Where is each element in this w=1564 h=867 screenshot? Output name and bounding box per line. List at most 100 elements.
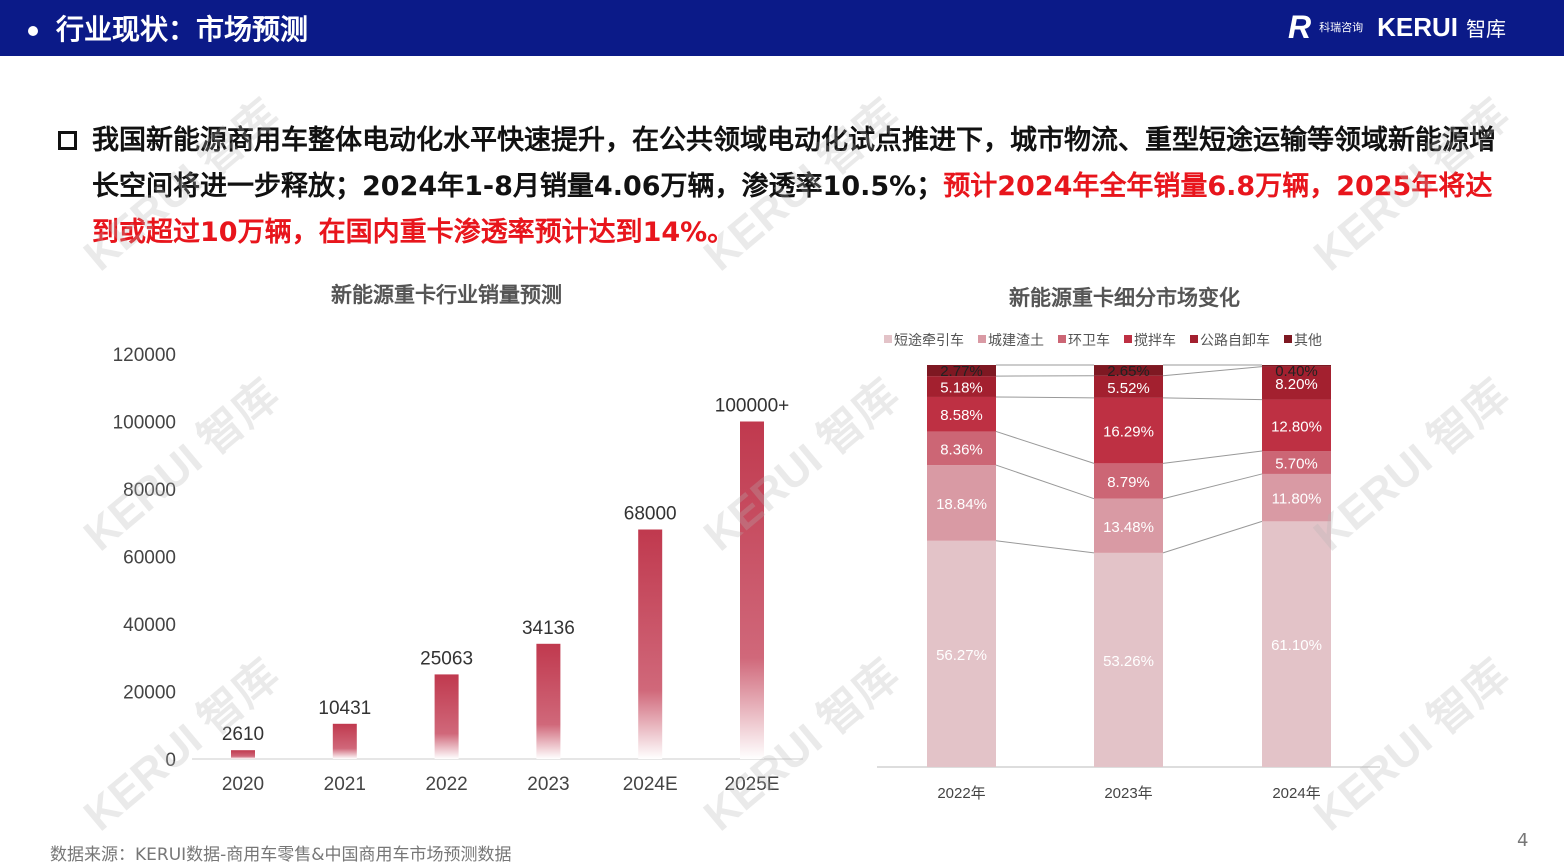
legend-搅拌车: 搅拌车 <box>1134 332 1176 348</box>
segment-搅拌车-2022年 <box>927 396 996 432</box>
x-tick-label: 2020 <box>222 774 264 795</box>
legend-swatch <box>978 335 986 343</box>
segment-label: 16.29% <box>1103 424 1154 441</box>
legend-swatch <box>884 335 892 343</box>
series-connector <box>1162 520 1263 554</box>
bar-2020 <box>231 750 255 759</box>
segment-label: 0.40% <box>1275 363 1318 380</box>
segment-短途牵引车-2022年 <box>927 540 996 767</box>
data-source: 数据来源：KERUI数据-商用车零售&中国商用车市场预测数据 <box>50 845 512 865</box>
segment-公路自卸车-2024年 <box>1262 366 1331 400</box>
series-connector <box>1162 397 1263 401</box>
segment-搅拌车-2024年 <box>1262 399 1331 452</box>
stacked-chart-title: 新能源重卡细分市场变化 <box>1009 286 1240 310</box>
segment-城建渣土-2022年 <box>927 465 996 541</box>
y-tick-label: 0 <box>165 750 176 771</box>
logo-zh: 智库 <box>1466 17 1507 41</box>
bar-2025E <box>740 421 764 759</box>
segment-label: 56.27% <box>936 647 987 664</box>
series-connector <box>995 464 1095 500</box>
kerui-logo: R 科瑞咨询 KERUI 智库 <box>1288 9 1506 46</box>
series-connector <box>1162 450 1263 464</box>
segment-label: 8.79% <box>1107 474 1150 491</box>
x-tick-label: 2023年 <box>1104 785 1152 802</box>
segment-公路自卸车-2022年 <box>927 376 996 397</box>
legend-swatch <box>1124 335 1132 343</box>
series-connector <box>995 430 1095 464</box>
segment-label: 8.36% <box>940 441 983 458</box>
segment-label: 2.65% <box>1107 363 1150 380</box>
segment-label: 5.70% <box>1275 455 1318 472</box>
logo-cn: 科瑞咨询 <box>1319 20 1364 34</box>
bar-data-label: 25063 <box>420 648 473 669</box>
segment-环卫车-2022年 <box>927 431 996 466</box>
legend-swatch <box>1284 335 1292 343</box>
series-connector <box>1162 366 1263 377</box>
checkbox-bullet-icon <box>58 131 77 150</box>
segment-label: 18.84% <box>936 496 987 513</box>
segment-环卫车-2024年 <box>1262 451 1331 474</box>
y-tick-label: 100000 <box>113 413 176 434</box>
segment-label: 11.80% <box>1272 491 1322 508</box>
y-tick-label: 40000 <box>123 615 176 636</box>
bar-chart-title: 新能源重卡行业销量预测 <box>331 283 562 307</box>
y-tick-label: 60000 <box>123 548 176 569</box>
segment-短途牵引车-2024年 <box>1262 521 1331 767</box>
slide-title-text: 行业现状：市场预测 <box>56 13 309 46</box>
bar-data-label: 10431 <box>318 698 371 719</box>
segment-label: 8.58% <box>940 407 983 424</box>
segment-label: 5.18% <box>940 380 983 397</box>
series-connector <box>1162 473 1263 500</box>
legend-短途牵引车: 短途牵引车 <box>894 332 964 348</box>
segment-label: 12.80% <box>1271 418 1322 435</box>
segment-label: 5.52% <box>1107 380 1150 397</box>
x-tick-label: 2024年 <box>1272 785 1320 802</box>
bar-2022 <box>434 674 459 759</box>
segment-城建渣土-2023年 <box>1094 498 1163 553</box>
bar-data-label: 2610 <box>222 724 264 745</box>
segment-其他-2023年 <box>1094 365 1163 376</box>
segment-环卫车-2023年 <box>1094 463 1163 499</box>
x-tick-label: 2023 <box>527 774 569 795</box>
legend-swatch <box>1190 335 1198 343</box>
y-tick-label: 20000 <box>123 683 176 704</box>
segment-短途牵引车-2023年 <box>1094 552 1163 767</box>
series-connector <box>995 396 1095 399</box>
segment-label: 53.26% <box>1103 653 1154 670</box>
legend-城建渣土: 城建渣土 <box>988 332 1044 348</box>
segment-公路自卸车-2023年 <box>1094 375 1163 398</box>
logo-en: KERUI <box>1377 12 1459 42</box>
x-tick-label: 2025E <box>725 774 780 795</box>
legend-其他: 其他 <box>1294 332 1322 348</box>
bar-2024E <box>638 529 663 759</box>
segment-label: 2.77% <box>940 363 983 380</box>
legend-环卫车: 环卫车 <box>1068 332 1110 348</box>
legend-公路自卸车: 公路自卸车 <box>1200 332 1270 348</box>
segment-label: 13.48% <box>1103 519 1154 536</box>
summary-text: 我国新能源商用车整体电动化水平快速提升，在公共领域电动化试点推进下，城市物流、重… <box>92 125 1496 202</box>
x-tick-label: 2024E <box>623 774 678 795</box>
x-tick-label: 2022 <box>425 774 467 795</box>
segment-搅拌车-2023年 <box>1094 397 1163 464</box>
header-bar: 行业现状：市场预测 R 科瑞咨询 KERUI 智库 <box>0 0 1564 56</box>
x-tick-label: 2022年 <box>937 785 985 802</box>
segment-城建渣土-2024年 <box>1262 473 1331 522</box>
segment-其他-2022年 <box>927 365 996 377</box>
summary-bullet: 我国新能源商用车整体电动化水平快速提升，在公共领域电动化试点推进下，城市物流、重… <box>58 118 1498 256</box>
segment-label: 61.10% <box>1271 637 1322 654</box>
bullet-dot-icon <box>28 26 38 36</box>
bar-data-label: 68000 <box>624 504 677 525</box>
segment-其他-2024年 <box>1262 365 1331 367</box>
x-tick-label: 2021 <box>324 774 366 795</box>
slide-title: 行业现状：市场预测 <box>28 8 308 48</box>
summary-highlight: 预计2024年全年销量6.8万辆，2025年将达到或超过10万辆，在国内重卡渗透… <box>92 171 1493 248</box>
bar-2021 <box>332 723 357 759</box>
bar-data-label: 100000+ <box>715 396 790 417</box>
page-number: 4 <box>1517 830 1529 851</box>
bar-data-label: 34136 <box>522 618 575 639</box>
y-tick-label: 80000 <box>123 480 176 501</box>
legend-swatch <box>1058 335 1066 343</box>
y-tick-label: 120000 <box>113 345 176 366</box>
series-connector <box>995 540 1095 554</box>
